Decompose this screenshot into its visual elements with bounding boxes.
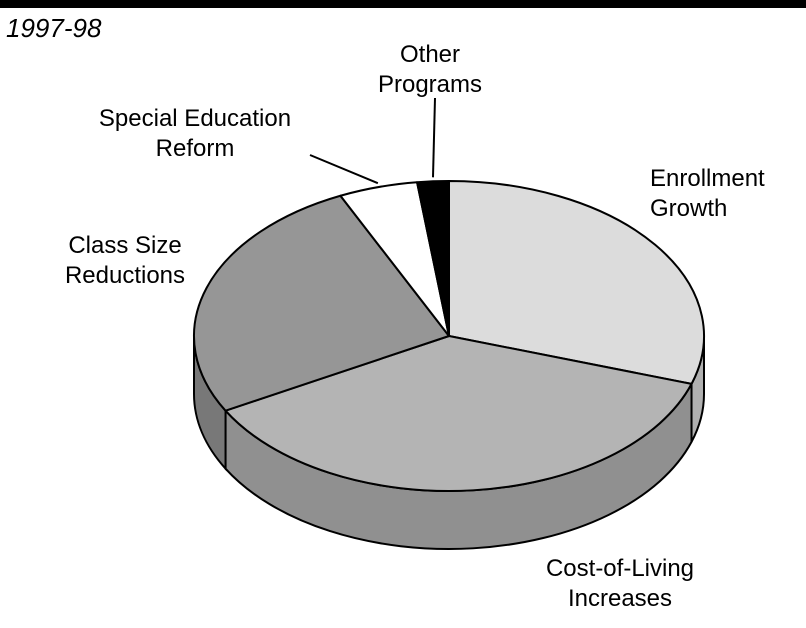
label-cost-of-living-increases: Cost-of-Living Increases	[546, 555, 694, 612]
top-rule	[0, 0, 806, 8]
slice-class-size-reductions	[193, 194, 450, 412]
pie-slices	[193, 179, 705, 492]
label-leader-lines	[309, 97, 436, 185]
slice-other-programs	[416, 179, 450, 337]
leader-special-education-reform	[309, 154, 379, 185]
slice-enrollment-growth	[448, 180, 705, 385]
slice-cost-of-living-increases	[224, 335, 693, 492]
label-enrollment-growth: Enrollment Growth	[650, 165, 765, 222]
label-other-programs: Other Programs	[378, 41, 482, 98]
slice-labels: Enrollment Growth Cost-of-Living Increases C…	[65, 41, 765, 612]
label-class-size-reductions: Class Size Reductions	[65, 232, 185, 289]
leader-other-programs	[431, 97, 436, 178]
period-label: 1997-98	[6, 13, 102, 43]
label-special-education-reform: Special Education Reform	[99, 105, 291, 162]
